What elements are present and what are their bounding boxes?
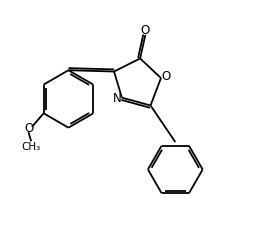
Text: O: O — [24, 122, 33, 135]
Text: CH₃: CH₃ — [21, 142, 41, 152]
Text: O: O — [141, 24, 150, 36]
Text: N: N — [113, 92, 122, 105]
Text: O: O — [161, 70, 170, 83]
